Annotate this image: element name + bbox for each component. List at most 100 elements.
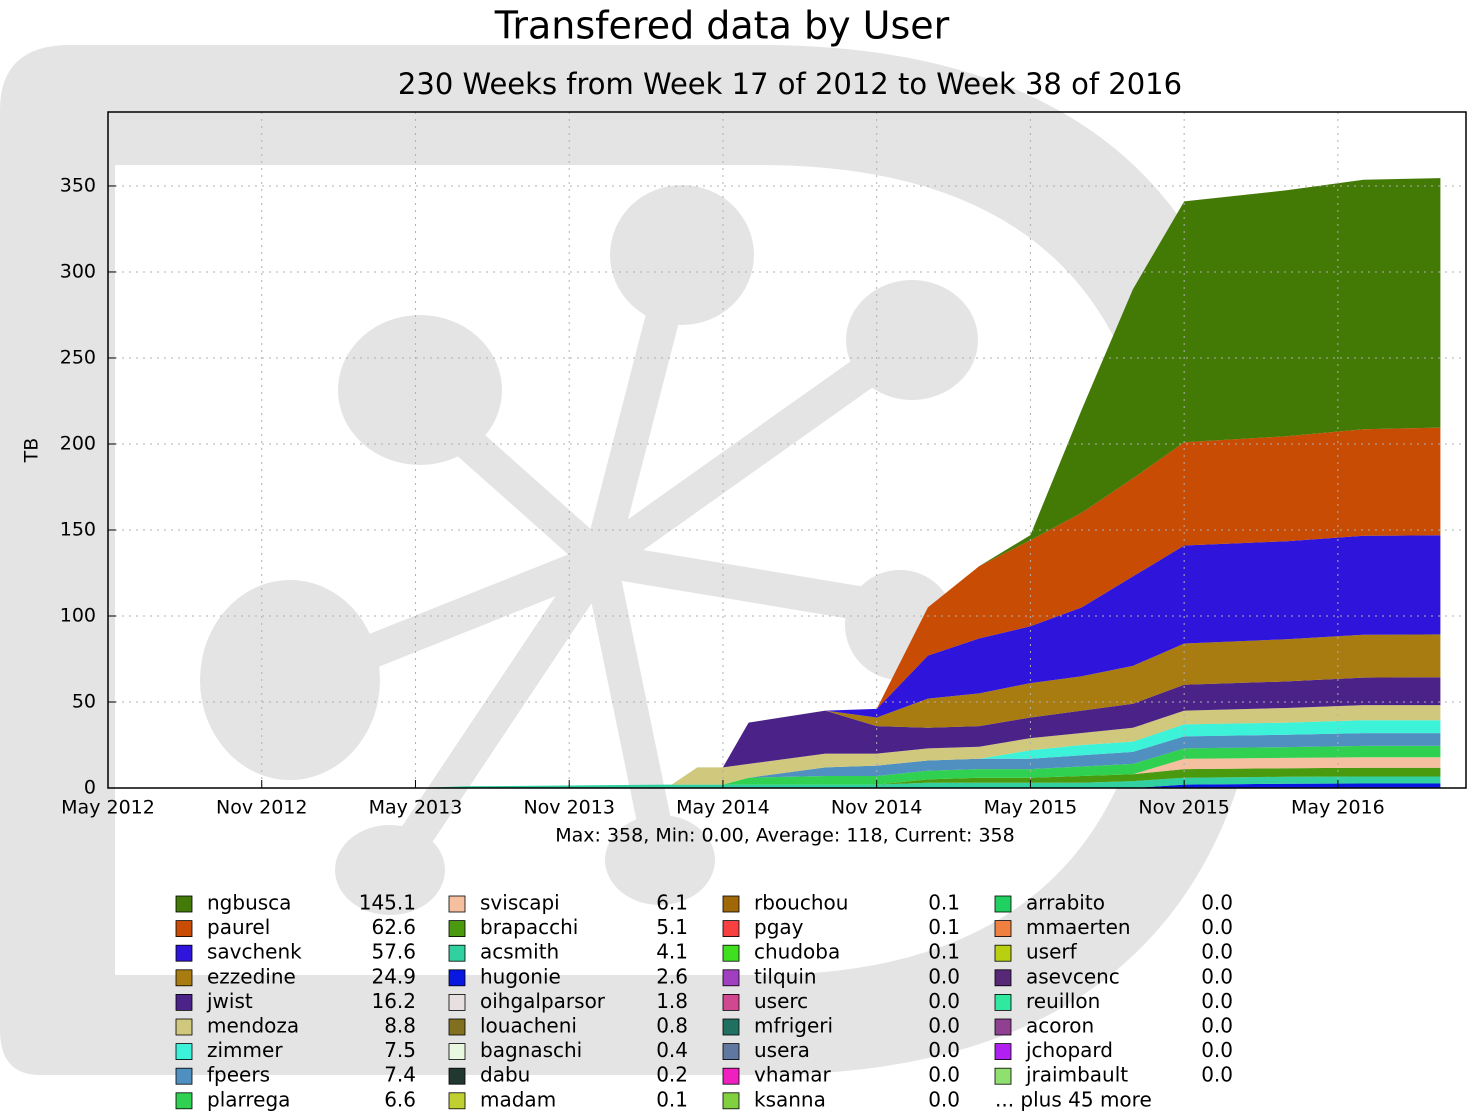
legend-swatch [448, 969, 466, 987]
legend-swatch [175, 1067, 193, 1085]
legend-value: 57.6 [371, 940, 416, 964]
y-tick-label: 200 [60, 432, 96, 454]
legend-name: louacheni [480, 1014, 577, 1038]
legend-swatch [175, 994, 193, 1011]
legend-name: userf [1026, 940, 1078, 964]
y-tick-label: 350 [60, 174, 96, 196]
x-tick-label: Nov 2012 [216, 797, 307, 819]
legend-swatch [994, 920, 1012, 937]
legend-value: 0.1 [656, 1087, 688, 1111]
legend-name: jwist [206, 989, 253, 1013]
legend-value: 0.0 [928, 1038, 960, 1062]
legend-swatch [448, 895, 466, 913]
legend-swatch [175, 1018, 193, 1036]
legend-value: 145.1 [359, 891, 416, 915]
legend-name: hugonie [480, 964, 561, 988]
legend-swatch [448, 944, 466, 962]
legend-swatch [722, 895, 740, 913]
legend-value: 7.4 [384, 1063, 416, 1087]
area [108, 733, 1441, 788]
legend-name: savchenk [207, 940, 302, 964]
legend-swatch [722, 1018, 740, 1036]
legend-value: 24.9 [371, 964, 416, 988]
area [108, 634, 1441, 788]
legend-swatch [722, 1067, 740, 1085]
x-tick-label: May 2012 [61, 797, 155, 819]
legend-value: 0.0 [928, 964, 960, 988]
legend-value: 0.0 [928, 989, 960, 1013]
legend-name: ksanna [754, 1087, 826, 1111]
area [108, 757, 1441, 788]
legend-swatch [175, 920, 193, 937]
area [108, 720, 1441, 788]
legend-value: 0.0 [1201, 1014, 1233, 1038]
legend-swatch [175, 895, 193, 913]
legend-name: reuillon [1026, 989, 1100, 1013]
legend-swatch [722, 1043, 740, 1060]
legend-name: jchopard [1025, 1038, 1113, 1062]
legend-value: 0.0 [1201, 940, 1233, 964]
legend-swatch [448, 994, 466, 1011]
x-tick-label: Nov 2013 [523, 797, 614, 819]
legend-name: bagnaschi [480, 1038, 582, 1062]
legend-value: 0.1 [928, 915, 960, 939]
legend-name: acsmith [480, 940, 559, 964]
legend-name: jraimbault [1025, 1063, 1128, 1087]
legend-swatch [994, 895, 1012, 913]
y-tick-label: 300 [60, 260, 96, 282]
legend-swatch [448, 1067, 466, 1085]
legend-value: 0.8 [656, 1014, 688, 1038]
legend-swatch [175, 1043, 193, 1060]
legend-name: ngbusca [207, 891, 291, 915]
legend-value: 6.6 [384, 1087, 416, 1111]
legend-swatch [722, 1092, 740, 1110]
y-tick-label: 0 [84, 777, 96, 799]
legend-swatch [994, 1018, 1012, 1036]
legend-swatch [994, 969, 1012, 987]
legend-value: 0.0 [928, 1014, 960, 1038]
legend-value: 6.1 [656, 891, 688, 915]
legend-swatch [448, 1092, 466, 1110]
y-tick-label: 250 [60, 346, 96, 368]
legend-value: 0.0 [928, 1063, 960, 1087]
area [108, 767, 1441, 788]
legend-value: 7.5 [384, 1038, 416, 1062]
x-tick-label: May 2016 [1291, 797, 1385, 819]
legend-swatch [722, 969, 740, 987]
area [108, 427, 1441, 788]
legend-value: 0.0 [1201, 964, 1233, 988]
legend-swatch [994, 1043, 1012, 1060]
legend-value: 2.6 [656, 964, 688, 988]
area [108, 745, 1441, 788]
legend-name: ezzedine [207, 964, 296, 988]
legend-name: usera [754, 1038, 810, 1062]
legend-name: plarrega [207, 1087, 290, 1111]
y-tick-label: 150 [60, 518, 96, 540]
legend-swatch [994, 994, 1012, 1011]
legend-name: tilquin [754, 964, 817, 988]
legend-name: sviscapi [480, 891, 560, 915]
legend-value: 0.0 [1201, 989, 1233, 1013]
legend-value: 1.8 [656, 989, 688, 1013]
legend-value: 0.4 [656, 1038, 688, 1062]
legend-name: mfrigeri [754, 1014, 833, 1038]
legend-value: 62.6 [371, 915, 416, 939]
area [108, 776, 1441, 788]
legend-value: 0.0 [1201, 1038, 1233, 1062]
y-axis-label: TB [21, 438, 43, 464]
legend-name: brapacchi [480, 915, 578, 939]
x-tick-label: Nov 2015 [1138, 797, 1229, 819]
legend-swatch [994, 1067, 1012, 1085]
legend-name: madam [480, 1087, 556, 1111]
area [108, 677, 1441, 788]
areas [108, 178, 1441, 789]
legend-value: 5.1 [656, 915, 688, 939]
x-tick-label: May 2014 [676, 797, 770, 819]
legend-value: 0.1 [928, 891, 960, 915]
legend-swatch [722, 920, 740, 937]
legend-name: mmaerten [1026, 915, 1131, 939]
area [108, 178, 1441, 789]
legend-swatch [448, 1043, 466, 1060]
legend-name: arrabito [1026, 891, 1105, 915]
